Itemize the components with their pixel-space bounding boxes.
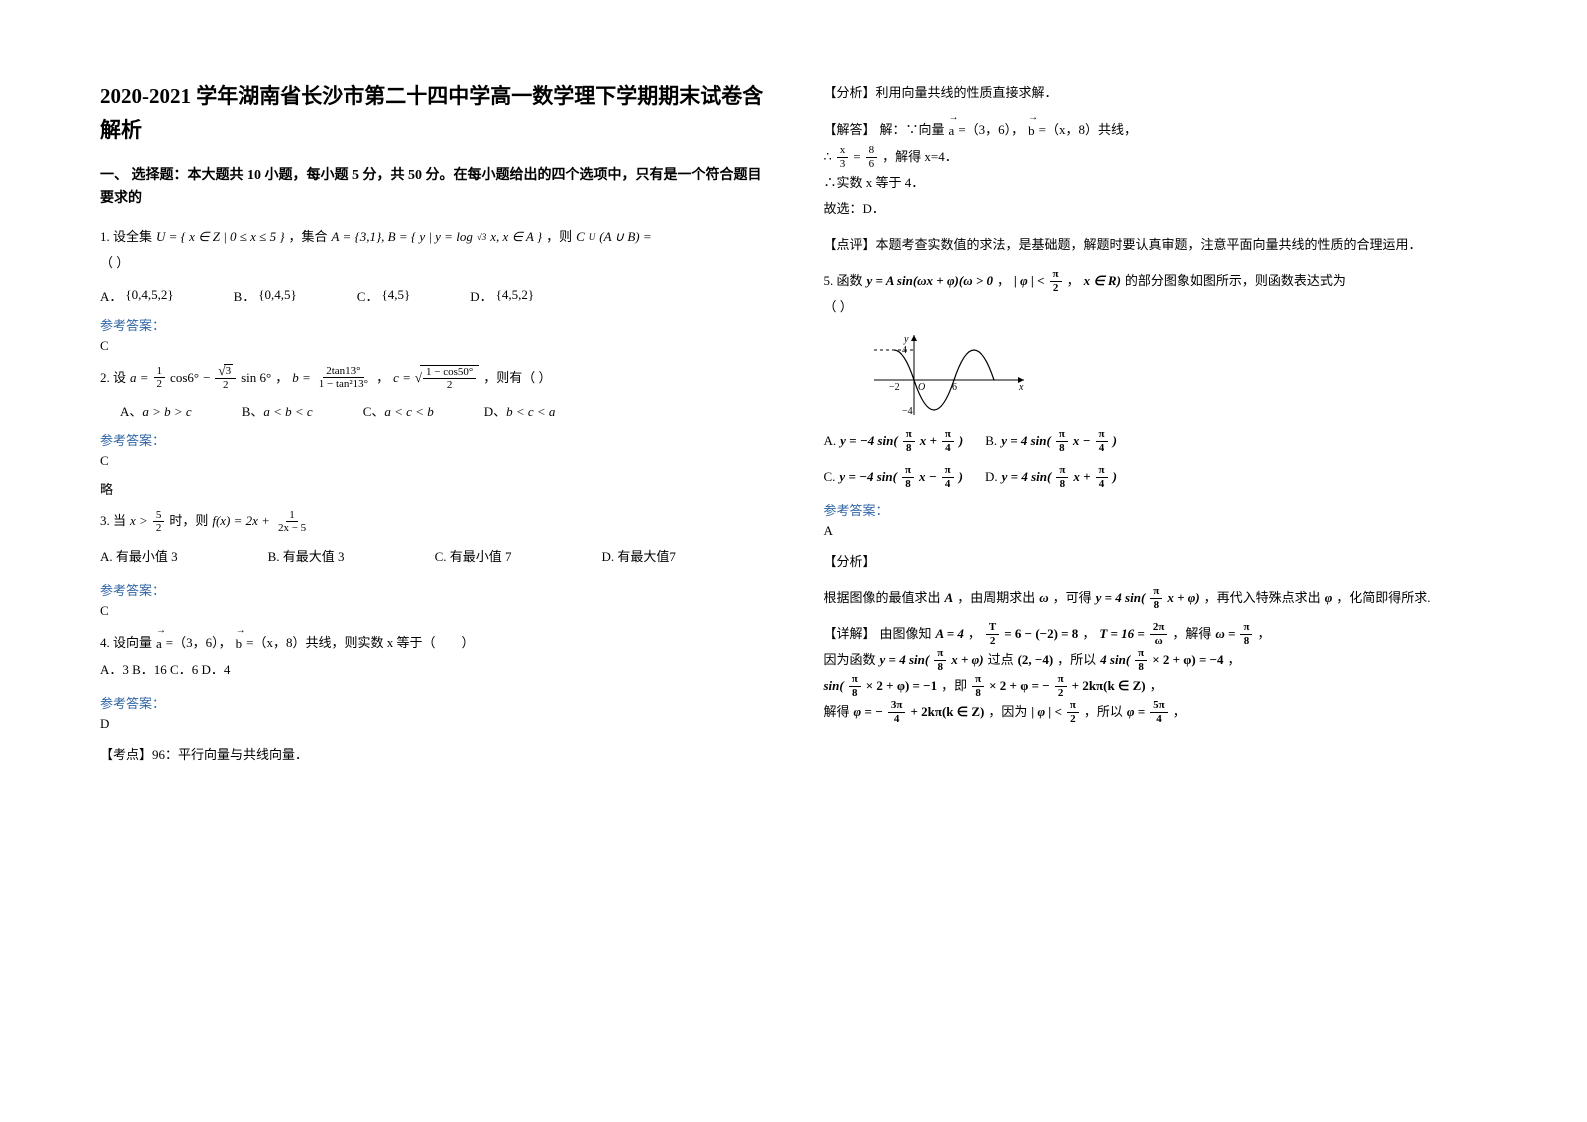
q5-detail: 【详解】 由图像知 A = 4 ， T2 = 6 − (−2) = 8 ， T … (824, 621, 1488, 725)
svg-text:−2: −2 (889, 382, 900, 393)
q1-cu2: (A ∪ B) = (599, 224, 651, 250)
answer-label: 参考答案： (100, 430, 764, 449)
q4-stem: 4. 设向量 (100, 630, 152, 656)
sine-graph: O −2 6 4 −4 x y (864, 330, 1034, 420)
q1-cu: C (576, 224, 585, 250)
q4-comment: 【点评】本题考查实数值的求法，是基础题，解题时要认真审题，注意平面向量共线的性质… (824, 232, 1488, 258)
q2-note: 略 (100, 479, 764, 498)
detail-label: 【详解】 (824, 621, 876, 647)
q4-analysis: 【分析】利用向量共线的性质直接求解． (824, 80, 1488, 106)
question-5: 5. 函数 y = A sin(ωx + φ)(ω > 0 ， | φ | < … (824, 268, 1488, 320)
q1-mid2: ，则 (546, 224, 572, 250)
svg-text:4: 4 (902, 345, 907, 356)
q3-optC: C. 有最小值 7 (435, 544, 512, 570)
answer-label: 参考答案： (100, 580, 764, 599)
svg-text:y: y (903, 334, 909, 345)
q1-mid1: ，集合 (289, 224, 328, 250)
q5-fenxi-label: 【分析】 (824, 549, 1488, 575)
q1-cu-sub: U (589, 228, 596, 246)
q3-optB: B. 有最大值 3 (268, 544, 345, 570)
vector-b: b (1028, 116, 1035, 144)
svg-text:O: O (918, 382, 925, 393)
q5-options-row1: A. y = −4 sin( π8 x + π4 ) B. y = 4 sin(… (824, 428, 1488, 454)
vector-a: a (156, 629, 162, 657)
answer-label: 参考答案： (100, 693, 764, 712)
q2-options: A、a > b > c B、a < b < c C、a < c < b D、b … (100, 401, 764, 420)
q5-answer: A (824, 523, 1488, 539)
page-title: 2020-2021 学年湖南省长沙市第二十四中学高一数学理下学期期末试卷含解析 (100, 80, 764, 147)
q3-stem: 3. 当 (100, 508, 126, 534)
q5-stem: 5. 函数 (824, 268, 863, 294)
q1-optD: {4,5,2} (496, 287, 534, 303)
q1-setU: U = { x ∈ Z | 0 ≤ x ≤ 5 } (156, 224, 285, 250)
q1-answer: C (100, 338, 764, 354)
q2-stem: 2. 设 (100, 365, 126, 391)
svg-text:x: x (1018, 382, 1024, 393)
q1-setA: A = {3,1}, B = { y | y = log (332, 224, 473, 250)
q5-options-row2: C. y = −4 sin( π8 x − π4 ) D. y = 4 sin(… (824, 464, 1488, 490)
question-1: 1. 设全集 U = { x ∈ Z | 0 ≤ x ≤ 5 } ，集合 A =… (100, 224, 764, 276)
comment-label: 【点评】 (824, 237, 876, 252)
q2-answer: C (100, 453, 764, 469)
q1-options: A．{0,4,5,2} B．{0,4,5} C．{4,5} D．{4,5,2} (100, 286, 764, 305)
q4-answer: D (100, 716, 764, 732)
question-4: 4. 设向量 a =（3，6）， b =（x，8）共线，则实数 x 等于（ ） … (100, 629, 764, 683)
q2-tail: ，则有（ ） (483, 365, 551, 391)
vector-b: b (236, 629, 243, 657)
q1-optC: {4,5} (381, 287, 410, 303)
q2-sin6: sin 6° (241, 365, 271, 391)
q3-optD: D. 有最大值7 (601, 544, 675, 570)
q1-paren: （ ） (100, 250, 764, 276)
q2-cos6: cos6° (170, 365, 199, 391)
question-2: 2. 设 a = 12 cos6° − 32 sin 6° ， b = 2tan… (100, 364, 764, 391)
q1-stem: 1. 设全集 (100, 224, 152, 250)
q4-solve: 【解答】 解：∵向量 a =（3，6）， b =（x，8）共线， ∴ x3 = … (824, 116, 1488, 222)
q3-optA: A. 有最小值 3 (100, 544, 178, 570)
solve-label: 【解答】 (824, 117, 876, 143)
answer-label: 参考答案： (100, 315, 764, 334)
svg-text:−4: −4 (902, 406, 913, 417)
q1-optA: {0,4,5,2} (125, 287, 173, 303)
q1-setA2: x, x ∈ A } (490, 224, 542, 250)
question-3: 3. 当 x > 52 时，则 f(x) = 2x + 12x − 5 (100, 508, 764, 534)
q2-a: a = (130, 365, 149, 391)
q3-answer: C (100, 603, 764, 619)
svg-text:6: 6 (952, 382, 957, 393)
q5-fenxi: 根据图像的最值求出 A ，由周期求出 ω ，可得 y = 4 sin( π8 x… (824, 585, 1488, 611)
vector-a: a (949, 116, 955, 144)
q1-optB: {0,4,5} (258, 287, 296, 303)
q4-kaodian: 【考点】96：平行向量与共线向量． (100, 742, 764, 768)
q2-b: b = (292, 365, 311, 391)
q2-c: c = (393, 365, 411, 391)
analysis-label: 【分析】 (824, 85, 876, 100)
q3-options: A. 有最小值 3 B. 有最大值 3 C. 有最小值 7 D. 有最大值7 (100, 544, 764, 570)
section-heading: 一、 选择题：本大题共 10 小题，每小题 5 分，共 50 分。在每小题给出的… (100, 165, 764, 210)
answer-label: 参考答案： (824, 500, 1488, 519)
q4-opts: A．3 B．16 C．6 D．4 (100, 657, 764, 683)
